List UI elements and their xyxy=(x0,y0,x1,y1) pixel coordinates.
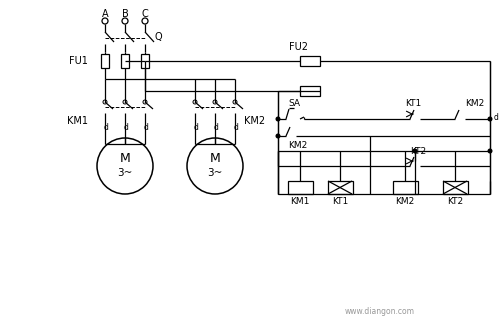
Circle shape xyxy=(187,138,243,194)
Circle shape xyxy=(276,134,280,138)
Text: d: d xyxy=(104,122,108,132)
Text: A: A xyxy=(102,9,108,19)
Bar xyxy=(101,54,109,68)
Text: 3~: 3~ xyxy=(208,168,222,178)
Text: d: d xyxy=(234,122,238,132)
Text: FU1: FU1 xyxy=(69,56,88,66)
Text: SA: SA xyxy=(288,99,300,109)
Bar xyxy=(121,54,129,68)
Circle shape xyxy=(103,100,107,104)
Bar xyxy=(141,54,149,68)
Text: KM1: KM1 xyxy=(67,116,88,126)
Text: KT2: KT2 xyxy=(410,147,426,157)
Text: KM2: KM2 xyxy=(465,99,484,109)
Text: KM2: KM2 xyxy=(396,196,414,206)
Circle shape xyxy=(123,100,127,104)
Text: d: d xyxy=(214,122,218,132)
Text: Q: Q xyxy=(154,32,162,42)
Circle shape xyxy=(488,117,492,121)
Text: 3~: 3~ xyxy=(118,168,132,178)
Bar xyxy=(300,86,320,96)
Circle shape xyxy=(413,149,417,153)
Text: B: B xyxy=(122,9,128,19)
Text: d: d xyxy=(194,122,198,132)
Text: KT2: KT2 xyxy=(447,196,463,206)
Circle shape xyxy=(488,149,492,153)
Circle shape xyxy=(193,100,197,104)
Circle shape xyxy=(142,18,148,24)
Text: KM2: KM2 xyxy=(244,116,265,126)
Bar xyxy=(300,56,320,66)
Circle shape xyxy=(276,117,280,121)
Circle shape xyxy=(102,18,108,24)
Text: M: M xyxy=(120,151,130,164)
Bar xyxy=(328,181,353,194)
Text: KT1: KT1 xyxy=(332,196,348,206)
Text: d: d xyxy=(144,122,148,132)
Bar xyxy=(288,181,313,194)
Text: d: d xyxy=(124,122,128,132)
Bar xyxy=(443,181,468,194)
Text: KM1: KM1 xyxy=(290,196,310,206)
Text: C: C xyxy=(142,9,148,19)
Text: www.diangon.com: www.diangon.com xyxy=(345,307,415,316)
Circle shape xyxy=(122,18,128,24)
Text: M: M xyxy=(210,151,220,164)
Circle shape xyxy=(143,100,147,104)
Bar xyxy=(393,181,418,194)
Text: KT1: KT1 xyxy=(405,99,421,109)
Circle shape xyxy=(233,100,237,104)
Text: KM2: KM2 xyxy=(288,141,307,150)
Text: FU2: FU2 xyxy=(288,42,308,52)
Text: d: d xyxy=(494,113,499,121)
Circle shape xyxy=(97,138,153,194)
Circle shape xyxy=(213,100,217,104)
